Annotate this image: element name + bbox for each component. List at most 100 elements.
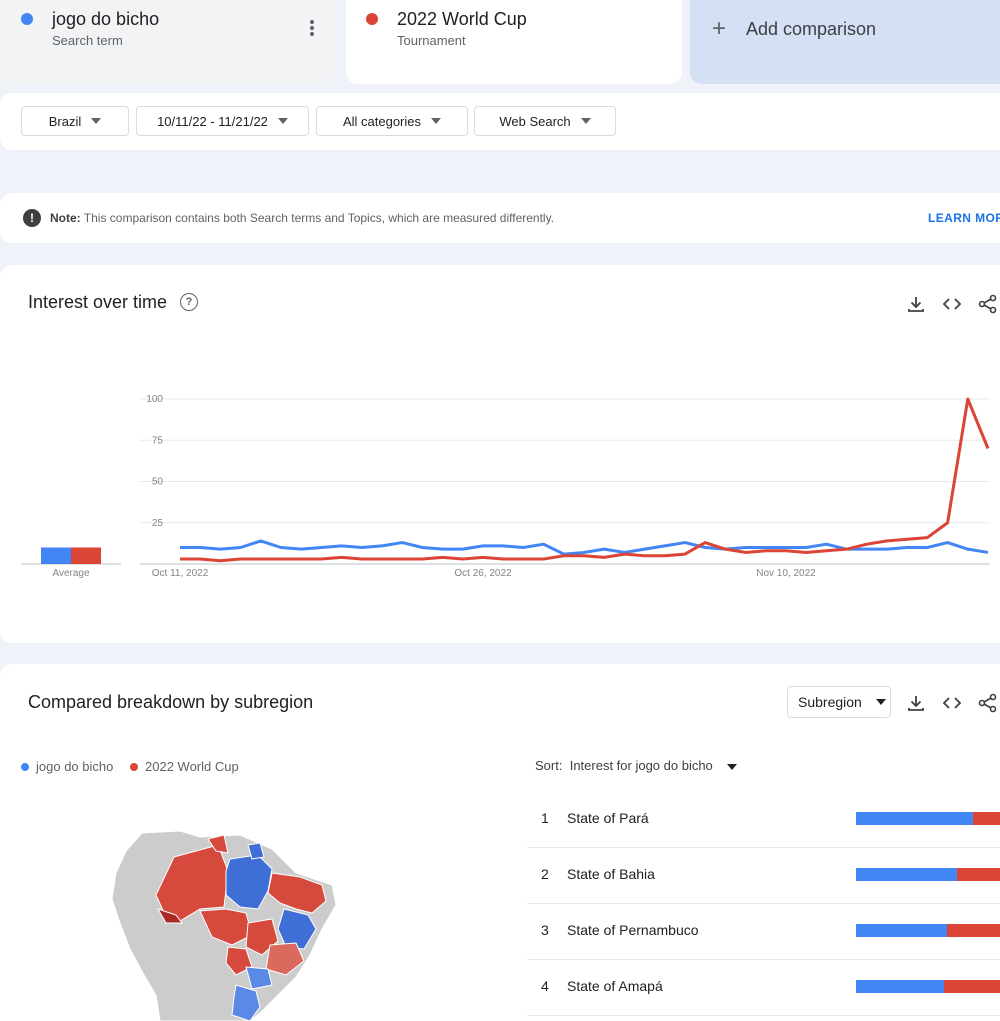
breakdown-title: Compared breakdown by subregion — [28, 692, 314, 712]
region-para — [225, 854, 273, 910]
sort-label: Sort: — [535, 758, 563, 773]
comparison-bar — [856, 980, 1000, 993]
subregion-select[interactable]: Subregion — [787, 686, 891, 718]
category-filter-label: All categories — [342, 113, 422, 129]
comparison-bar — [856, 812, 1000, 825]
term-card-2[interactable]: 2022 World Cup Tournament — [346, 0, 682, 84]
bar-segment-term-1 — [856, 812, 973, 825]
region-northeast — [267, 872, 327, 914]
table-row[interactable]: 2 State of Bahia — [527, 847, 1000, 904]
bar-segment-term-1 — [856, 980, 944, 993]
bar-segment-term-1 — [856, 924, 947, 937]
interest-over-time-chart: 25 50 75 100 Oct 11, 2022 Oct 26, 2022 Nov 10,… — [21, 394, 990, 579]
search-type-label: Web Search — [499, 113, 571, 129]
region-sao-paulo — [245, 966, 273, 990]
table-row[interactable]: 4 State of Amapá — [527, 959, 1000, 1016]
bar-segment-term-2 — [943, 980, 1000, 993]
region-filter[interactable]: Brazil — [21, 106, 129, 136]
plus-icon: + — [712, 15, 727, 42]
bar-segment-term-2 — [956, 868, 1000, 881]
share-icon[interactable] — [978, 294, 998, 314]
exclamation-icon: ! — [23, 209, 41, 227]
rank-number: 1 — [541, 810, 549, 826]
term-1-name: jogo do bicho — [52, 9, 160, 29]
comparison-bar — [856, 868, 1000, 881]
rank-number: 2 — [541, 866, 549, 882]
region-minas — [265, 942, 305, 976]
note-body: This comparison contains both Search ter… — [83, 211, 555, 225]
download-icon[interactable] — [906, 693, 926, 713]
sort-value: Interest for jogo do bicho — [569, 758, 713, 773]
add-comparison-label: Add comparison — [746, 19, 877, 39]
x-tick-label: Nov 10, 2022 — [756, 568, 816, 579]
subregion-select-label: Subregion — [798, 694, 862, 710]
region-amapa — [247, 842, 265, 860]
series-line-1 — [180, 539, 989, 556]
region-mato-grosso-sul — [225, 946, 253, 976]
x-tick-label: Oct 11, 2022 — [152, 568, 209, 579]
average-bar-2 — [71, 547, 101, 564]
rank-number: 4 — [541, 978, 549, 994]
term-card-1[interactable]: jogo do bicho Search term — [0, 0, 336, 84]
interest-over-time-title: Interest over time — [28, 292, 168, 312]
caret-down-icon — [727, 764, 738, 770]
comparison-bar — [856, 924, 1000, 937]
legend-dot-1 — [21, 762, 29, 771]
table-row[interactable]: 1 State of Pará — [527, 791, 1000, 848]
term-1-color-dot — [21, 13, 33, 25]
caret-down-icon — [277, 118, 288, 124]
caret-down-icon — [580, 118, 591, 124]
rank-number: 3 — [541, 922, 549, 938]
average-label: Average — [52, 568, 90, 579]
y-tick-label: 25 — [152, 518, 164, 529]
help-icon[interactable]: ? — [180, 293, 198, 311]
region-name: State of Bahia — [567, 866, 655, 882]
interest-over-time-card — [0, 265, 1000, 643]
bar-segment-term-1 — [856, 868, 957, 881]
caret-down-icon — [431, 118, 442, 124]
note-bar — [0, 193, 1000, 243]
search-type-filter[interactable]: Web Search — [474, 106, 616, 136]
learn-more-link[interactable]: LEARN MORE — [928, 211, 1000, 225]
embed-code-icon[interactable] — [942, 294, 962, 314]
series-line-2 — [180, 397, 990, 563]
table-row[interactable]: 3 State of Pernambuco — [527, 903, 1000, 960]
y-tick-label: 75 — [152, 435, 164, 446]
term-1-type: Search term — [52, 33, 123, 48]
bar-segment-term-2 — [946, 924, 1000, 937]
term-2-color-dot — [366, 13, 378, 25]
region-name: State of Pernambuco — [567, 922, 699, 938]
region-amazonas — [155, 844, 229, 922]
note-label: Note: — [50, 211, 81, 225]
more-options-icon[interactable] — [310, 20, 314, 38]
region-roraima — [207, 834, 229, 854]
caret-down-icon — [875, 699, 886, 705]
sort-control[interactable]: Sort: Interest for jogo do bicho — [535, 758, 738, 773]
date-range-label: 10/11/22 - 11/21/22 — [157, 113, 268, 129]
region-name: State of Pará — [567, 810, 649, 826]
region-south — [231, 984, 261, 1021]
average-bar-1 — [41, 547, 71, 564]
date-range-filter[interactable]: 10/11/22 - 11/21/22 — [136, 106, 309, 136]
term-2-type: Tournament — [397, 33, 466, 48]
legend-term-1: jogo do bicho — [21, 759, 113, 774]
y-tick-label: 50 — [152, 477, 164, 488]
embed-code-icon[interactable] — [942, 693, 962, 713]
subregion-map — [111, 830, 337, 1021]
category-filter[interactable]: All categories — [316, 106, 468, 136]
x-tick-label: Oct 26, 2022 — [454, 568, 512, 579]
caret-down-icon — [91, 118, 102, 124]
y-tick-label: 100 — [146, 394, 163, 405]
region-bahia — [277, 908, 317, 950]
note-text: Note: This comparison contains both Sear… — [50, 211, 554, 225]
legend-term-1-label: jogo do bicho — [36, 759, 114, 774]
download-icon[interactable] — [906, 294, 926, 314]
term-2-name: 2022 World Cup — [397, 9, 527, 29]
bar-segment-term-2 — [972, 812, 1000, 825]
region-acre — [156, 908, 183, 924]
region-filter-label: Brazil — [48, 113, 82, 129]
legend-dot-2 — [130, 762, 138, 771]
legend-term-2: 2022 World Cup — [130, 759, 239, 774]
add-comparison-button[interactable]: + Add comparison — [690, 0, 1000, 84]
share-icon[interactable] — [978, 693, 998, 713]
